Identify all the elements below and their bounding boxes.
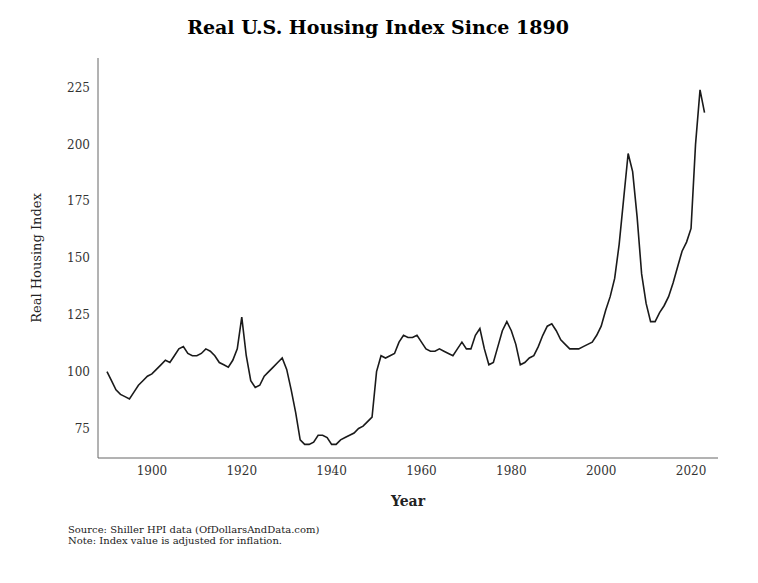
svg-text:225: 225 <box>67 81 90 95</box>
svg-text:2000: 2000 <box>586 464 617 478</box>
svg-text:1920: 1920 <box>226 464 257 478</box>
svg-text:100: 100 <box>67 365 90 379</box>
svg-text:200: 200 <box>67 138 90 152</box>
svg-text:Year: Year <box>390 493 426 509</box>
svg-text:125: 125 <box>67 308 90 322</box>
svg-text:150: 150 <box>67 251 90 265</box>
svg-text:1980: 1980 <box>496 464 527 478</box>
html-text:Note: Index value is adjusted: Note: Index value is adjusted for inflat… <box>68 535 282 546</box>
svg-text:75: 75 <box>75 422 90 436</box>
html-text:Real U.S. Housing Index Since: Real U.S. Housing Index Since 1890 <box>187 16 569 38</box>
svg-text:Real Housing Index: Real Housing Index <box>29 193 44 323</box>
svg-text:2020: 2020 <box>676 464 707 478</box>
svg-text:1900: 1900 <box>137 464 168 478</box>
svg-text:1960: 1960 <box>406 464 437 478</box>
html-text:Source: Shiller HPI data (OfDo: Source: Shiller HPI data (OfDollarsAndDa… <box>68 524 320 535</box>
svg-text:175: 175 <box>67 194 90 208</box>
svg-text:1940: 1940 <box>316 464 347 478</box>
